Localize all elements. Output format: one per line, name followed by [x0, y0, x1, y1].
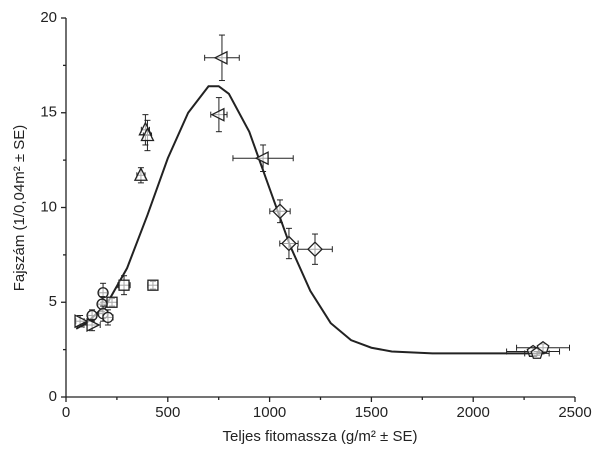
y-tick-label: 5	[49, 293, 57, 310]
x-axis-label: Teljes fitomassza (g/m² ± SE)	[223, 428, 418, 445]
marker	[97, 287, 109, 299]
x-tick-label: 500	[155, 404, 180, 421]
marker	[74, 314, 89, 329]
x-tick-label: 2500	[558, 404, 591, 421]
marker	[96, 298, 108, 310]
marker	[118, 279, 130, 291]
fit-curve	[75, 85, 545, 355]
marker	[281, 235, 297, 252]
x-tick-label: 1500	[355, 404, 388, 421]
marker	[272, 203, 288, 220]
marker	[86, 317, 101, 333]
x-tick-label: 0	[62, 404, 70, 421]
x-tick-label: 1000	[253, 404, 286, 421]
y-tick-label: 20	[40, 9, 57, 26]
y-tick-label: 15	[40, 104, 57, 121]
marker	[254, 151, 269, 166]
marker	[106, 296, 118, 308]
marker	[140, 127, 155, 142]
y-tick-label: 0	[49, 388, 57, 405]
marker	[530, 346, 544, 359]
y-axis-label: Fajszám (1/0,04m² ± SE)	[11, 125, 28, 292]
x-tick-label: 2000	[457, 404, 490, 421]
marker	[307, 241, 323, 258]
marker	[133, 166, 148, 181]
marker	[102, 311, 114, 324]
y-tick-label: 10	[40, 198, 57, 215]
marker	[213, 50, 228, 65]
marker	[147, 279, 159, 291]
marker	[210, 107, 225, 122]
